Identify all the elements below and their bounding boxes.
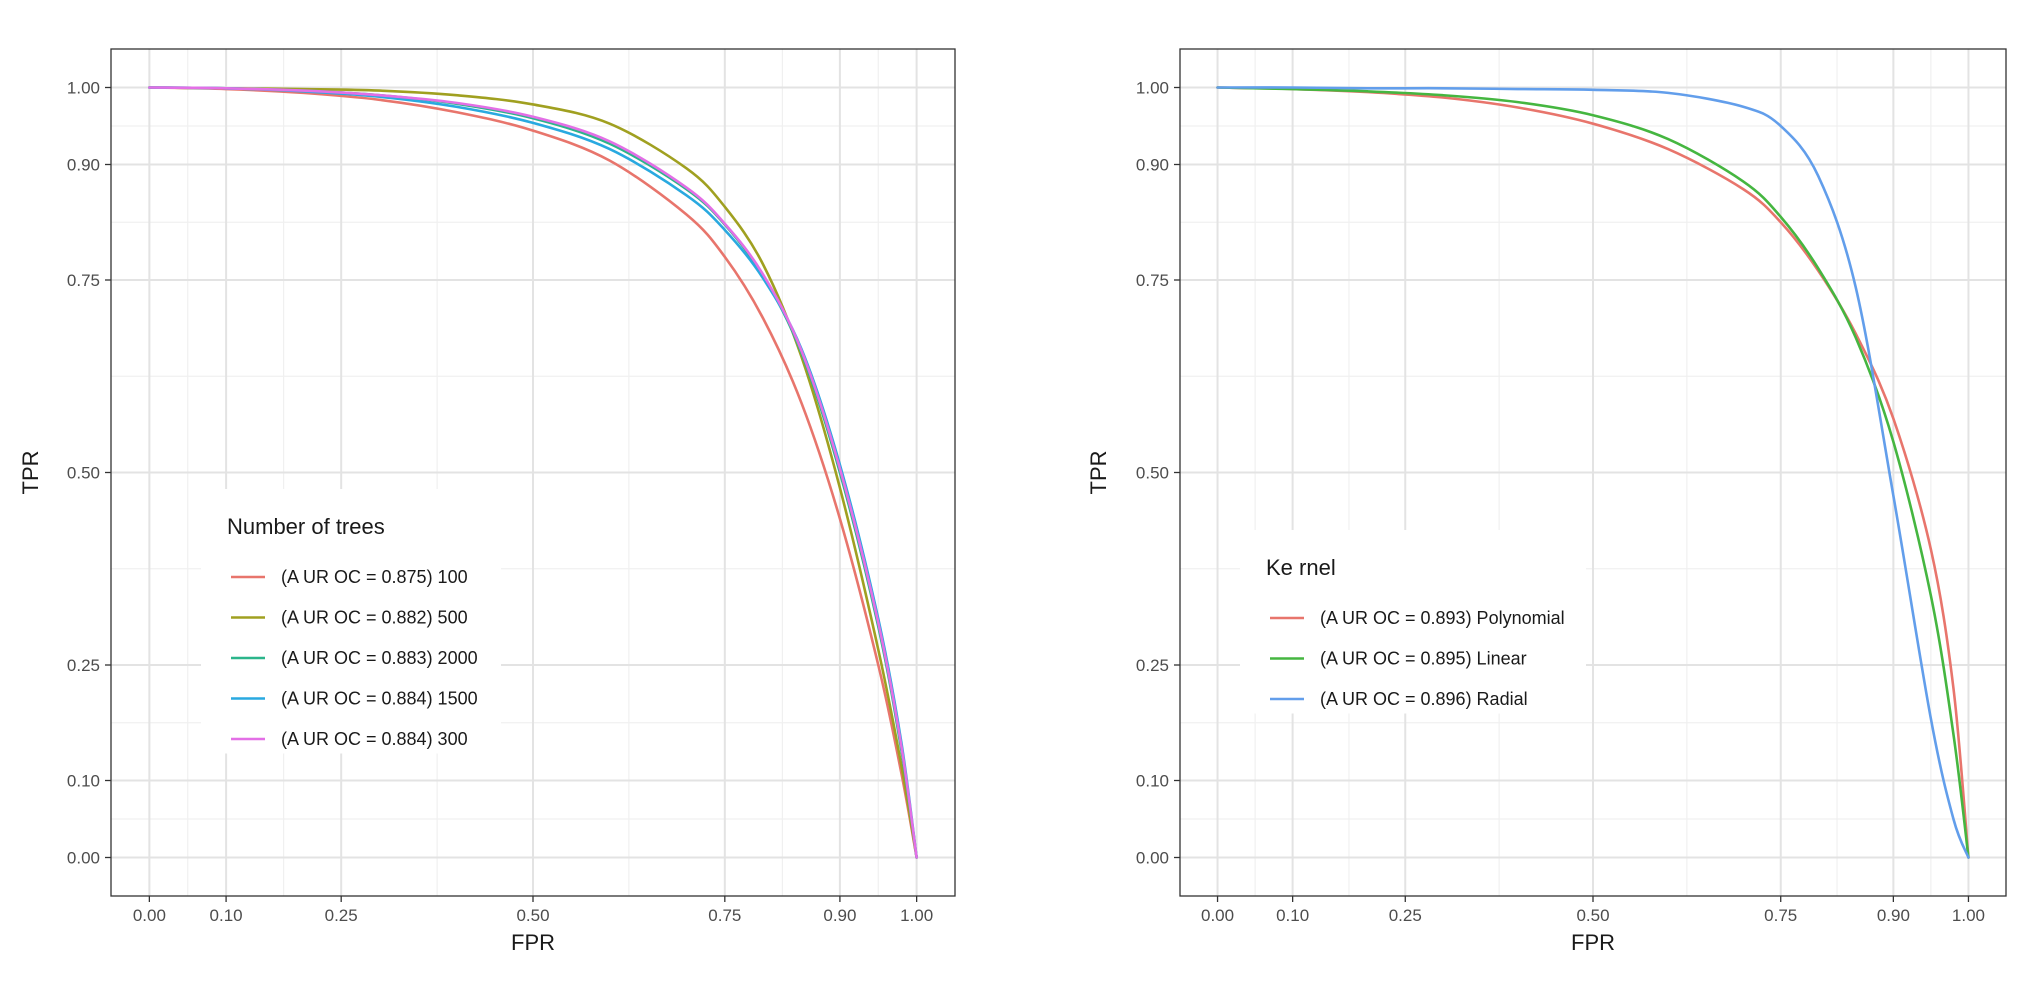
y-tick-label: 0.25 bbox=[1136, 656, 1169, 675]
x-axis-title: FPR bbox=[1571, 930, 1615, 955]
x-tick-label: 0.75 bbox=[1764, 906, 1797, 925]
roc-curve-series-5 bbox=[148, 86, 918, 859]
x-tick-label: 0.90 bbox=[1877, 906, 1910, 925]
x-axis-title: FPR bbox=[511, 930, 555, 955]
y-tick-label: 0.10 bbox=[1136, 772, 1169, 791]
roc-curve-series-2 bbox=[1216, 86, 1970, 859]
legend-background bbox=[201, 489, 501, 754]
x-tick-label: 1.00 bbox=[1952, 906, 1985, 925]
roc-curves bbox=[148, 86, 918, 859]
legend-entry-label: (A UR OC = 0.895) Linear bbox=[1320, 649, 1527, 669]
legend-entry-label: (A UR OC = 0.875) 100 bbox=[281, 567, 468, 587]
x-tick-label: 0.75 bbox=[708, 906, 741, 925]
roc-curve-series-3 bbox=[1216, 86, 1970, 859]
grid bbox=[1180, 49, 2006, 896]
y-tick-label: 0.90 bbox=[1136, 156, 1169, 175]
legend-title: Number of trees bbox=[227, 514, 385, 539]
legend-entry-label: (A UR OC = 0.893) Polynomial bbox=[1320, 608, 1565, 628]
roc-curve-series-2 bbox=[148, 86, 918, 859]
y-tick-label: 0.25 bbox=[67, 656, 100, 675]
x-tick-label: 1.00 bbox=[900, 906, 933, 925]
y-tick-label: 0.00 bbox=[1136, 849, 1169, 868]
roc-curve-series-1 bbox=[148, 86, 918, 859]
grid bbox=[111, 49, 955, 896]
x-tick-label: 0.50 bbox=[1576, 906, 1609, 925]
roc-curves bbox=[1216, 86, 1970, 859]
legend-background bbox=[1240, 530, 1586, 714]
x-tick-label: 0.50 bbox=[516, 906, 549, 925]
legend-entry-label: (A UR OC = 0.884) 1500 bbox=[281, 689, 478, 709]
roc-curve-series-1 bbox=[1216, 86, 1970, 859]
y-tick-label: 0.50 bbox=[1136, 464, 1169, 483]
y-tick-label: 0.75 bbox=[1136, 271, 1169, 290]
y-axis-title: TPR bbox=[18, 451, 43, 495]
y-tick-label: 0.90 bbox=[67, 156, 100, 175]
y-axis-title: TPR bbox=[1086, 451, 1111, 495]
roc-panel-1: 0.00 0.10 0.25 0.50 0.75 0.90 1.00 0.00 0.10 0.25… bbox=[18, 48, 956, 955]
legend-entry-label: (A UR OC = 0.896) Radial bbox=[1320, 689, 1528, 709]
x-tick-label: 0.10 bbox=[210, 906, 243, 925]
y-tick-label: 0.75 bbox=[67, 271, 100, 290]
legend: Ke rnel (A UR OC = 0.893) Polynomial (A UR… bbox=[1240, 530, 1586, 714]
legend-entry-label: (A UR OC = 0.884) 300 bbox=[281, 729, 468, 749]
legend: Number of trees (A UR OC = 0.875) 100 (A U… bbox=[201, 489, 501, 754]
y-tick-label: 0.00 bbox=[67, 849, 100, 868]
y-tick-label: 1.00 bbox=[1136, 79, 1169, 98]
y-tick-label: 1.00 bbox=[67, 79, 100, 98]
x-tick-label: 0.90 bbox=[823, 906, 856, 925]
x-tick-label: 0.00 bbox=[1201, 906, 1234, 925]
legend-entry-label: (A UR OC = 0.883) 2000 bbox=[281, 648, 478, 668]
x-tick-label: 0.00 bbox=[133, 906, 166, 925]
legend-title: Ke rnel bbox=[1266, 555, 1336, 580]
x-tick-label: 0.25 bbox=[1389, 906, 1422, 925]
y-tick-label: 0.10 bbox=[67, 772, 100, 791]
y-tick-label: 0.50 bbox=[67, 464, 100, 483]
roc-panel-2: 0.00 0.10 0.25 0.50 0.75 0.90 1.00 0.00 0.10 0.25… bbox=[1086, 48, 2007, 955]
x-tick-label: 0.25 bbox=[325, 906, 358, 925]
x-tick-label: 0.10 bbox=[1276, 906, 1309, 925]
legend-entry-label: (A UR OC = 0.882) 500 bbox=[281, 608, 468, 628]
